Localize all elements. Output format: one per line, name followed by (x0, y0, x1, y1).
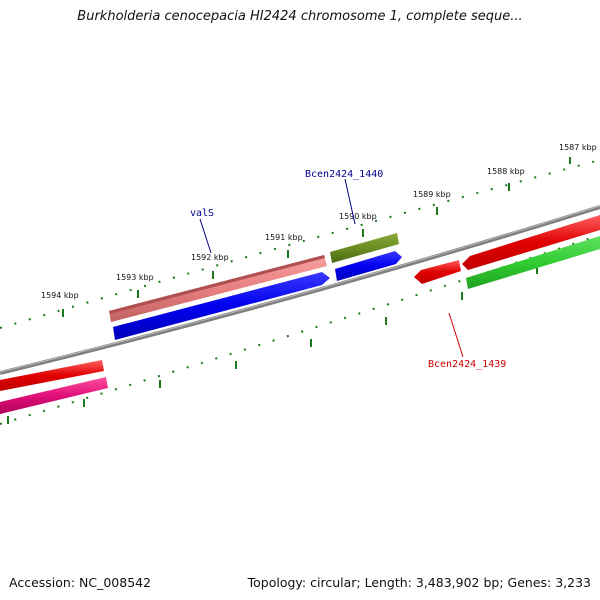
tick-label-1590: 1590 kbp (339, 212, 377, 221)
vals-connector (199, 218, 212, 254)
gene-red-right[interactable] (462, 215, 600, 270)
gene-bcen2424-1439[interactable] (414, 260, 461, 284)
bcen2424-1439-connector (448, 312, 464, 358)
tick-label-1594: 1594 kbp (41, 291, 79, 300)
gene-bcen2424-1440[interactable] (330, 233, 399, 263)
tick-label-1592: 1592 kbp (191, 253, 229, 262)
gene-blue-long[interactable] (113, 272, 330, 340)
gene-label-bcen2424-1440[interactable]: Bcen2424_1440 (305, 169, 383, 180)
gene-vals-edge (109, 255, 325, 314)
ruler-ticks (7, 157, 571, 424)
chromosome-backbone (0, 205, 600, 375)
tick-label-1588: 1588 kbp (487, 167, 525, 176)
gene-vals[interactable] (109, 255, 327, 322)
tick-label-1587: 1587 kbp (559, 143, 597, 152)
tick-label-1589: 1589 kbp (413, 190, 451, 199)
gene-red-left[interactable] (0, 360, 104, 391)
tick-label-1591: 1591 kbp (265, 233, 303, 242)
gene-green-right[interactable] (466, 236, 600, 289)
sequence-summary: Topology: circular; Length: 3,483,902 bp… (247, 575, 591, 590)
bcen2424-1440-connector (344, 178, 356, 225)
accession-text: Accession: NC_008542 (9, 575, 152, 590)
backbone-highlight (0, 205, 600, 373)
gene-label-bcen2424-1439[interactable]: Bcen2424_1439 (428, 359, 506, 370)
tick-label-1593: 1593 kbp (116, 273, 154, 282)
map-title: Burkholderia cenocepacia HI2424 chromoso… (77, 9, 523, 24)
gene-magenta-left[interactable] (0, 377, 108, 414)
gene-blue-short[interactable] (335, 251, 402, 281)
gene-label-vals[interactable]: valS (190, 208, 214, 219)
